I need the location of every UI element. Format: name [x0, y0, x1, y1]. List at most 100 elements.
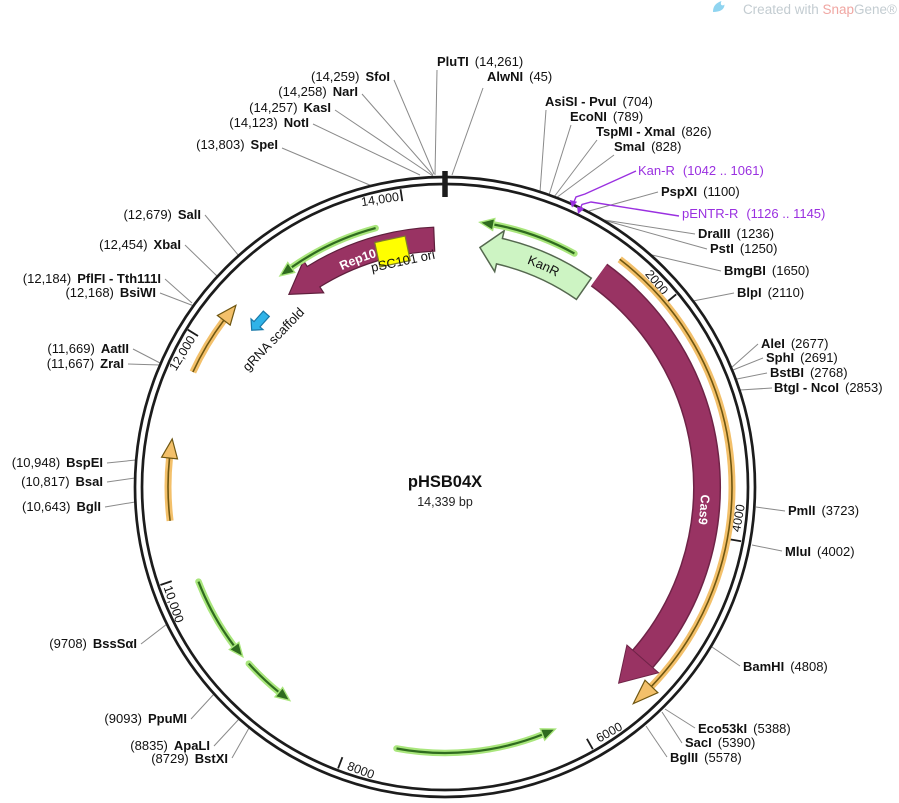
site-label-aatii[interactable]: (11,669) AatII [47, 341, 129, 356]
callout-line [588, 191, 659, 212]
callout-line [606, 220, 708, 250]
callout-line [204, 214, 240, 257]
site-label-draiii[interactable]: DraIII (1236) [698, 226, 774, 241]
plasmid-name: pHSB04X [408, 473, 482, 491]
callout-line [281, 147, 373, 187]
green-arrow-bottom-core [396, 733, 543, 755]
tick-2000 [666, 293, 677, 303]
callout-line [106, 477, 136, 483]
green-orf-arrows [195, 217, 578, 757]
site-label-kasi[interactable]: (14,257) KasI [249, 100, 331, 115]
site-label-asisi-pvui[interactable]: AsiSI - PvuI (704) [545, 94, 653, 109]
tick-10000 [160, 580, 172, 586]
callout-line [393, 79, 435, 175]
tick-8000 [337, 756, 344, 769]
site-label-saci[interactable]: SacI (5390) [685, 735, 755, 750]
site-label-bsiwi[interactable]: (12,168) BsiWI [65, 285, 156, 300]
callout-line [159, 292, 195, 307]
green-arrow-ll1-head [228, 641, 244, 659]
green-arrow-ll1-core [197, 581, 235, 647]
site-label-blpi[interactable]: BlpI (2110) [737, 285, 804, 300]
site-label-ppumi[interactable]: (9093) PpuMI [104, 711, 187, 726]
orf-arc-right-core [619, 258, 733, 687]
green-arrow-top-head [478, 217, 496, 232]
callout-line [361, 93, 434, 176]
callout-line [736, 372, 768, 380]
cas9-label: Cas9 [695, 494, 712, 525]
site-label-bstbi[interactable]: BstBI (2768) [770, 365, 848, 380]
green-arrow-ll2-head [273, 686, 292, 702]
callout-line [127, 363, 161, 366]
callout-line [755, 506, 786, 512]
site-label-bmgbi[interactable]: BmgBI (1650) [724, 263, 809, 278]
site-label-pmli[interactable]: PmlI (3723) [788, 503, 859, 518]
site-label-sali[interactable]: (12,679) SalI [123, 207, 201, 222]
callout-line [661, 711, 683, 744]
callout-line [711, 646, 741, 667]
site-label-psti[interactable]: PstI (1250) [710, 241, 777, 256]
orf-arc-right-arrowhead [632, 679, 659, 705]
site-label-smai[interactable]: SmaI (828) [614, 139, 681, 154]
site-label-pspxi[interactable]: PspXI (1100) [661, 184, 740, 199]
site-label-spei[interactable]: (13,803) SpeI [196, 137, 278, 152]
primer-pentr-r-arrowhead [577, 206, 585, 214]
site-label-noti[interactable]: (14,123) NotI [229, 115, 309, 130]
site-label-econi[interactable]: EcoNI (789) [570, 109, 643, 124]
callout-line [553, 139, 598, 198]
site-label-sfoi[interactable]: (14,259) SfoI [311, 69, 390, 84]
cas9-arrowhead [617, 644, 660, 684]
cas9-arc[interactable] [591, 264, 720, 668]
site-label-bgli[interactable]: (10,643) BglI [22, 499, 101, 514]
green-arrow-ll1 [195, 578, 238, 650]
site-label-sphi[interactable]: SphI (2691) [766, 350, 838, 365]
callout-line [603, 219, 696, 235]
callout-line [739, 387, 773, 391]
site-label-bglii[interactable]: BglII (5578) [670, 750, 742, 765]
tick-14000 [399, 189, 404, 202]
tick-label-14000: 14,000 [360, 190, 400, 210]
green-arrow-rep-head [278, 261, 296, 277]
site-label-zrai[interactable]: (11,667) ZraI [47, 356, 124, 371]
green-arrow-rep-core [290, 227, 376, 269]
site-label-bsai[interactable]: (10,817) BsaI [21, 474, 103, 489]
psc101-ori-box[interactable] [374, 235, 411, 268]
primer-label-pentr-r[interactable]: pENTR-R (1126 .. 1145) [682, 206, 825, 221]
site-label-bamhi[interactable]: BamHI (4808) [743, 659, 828, 674]
callout-line [132, 348, 161, 364]
callout-line [732, 357, 764, 371]
site-label-pluti[interactable]: PluTI (14,261) [437, 54, 523, 69]
callout-line [692, 292, 735, 302]
site-label-alwni[interactable]: AlwNI (45) [487, 69, 552, 84]
site-label-xbai[interactable]: (12,454) XbaI [99, 237, 181, 252]
callout-line [312, 123, 421, 176]
site-label-mlui[interactable]: MluI (4002) [785, 544, 855, 559]
site-label-eco53ki[interactable]: Eco53kI (5388) [698, 721, 791, 736]
primer-kan-r-line [572, 170, 637, 204]
scale-ticks [160, 189, 742, 769]
callout-line [548, 124, 572, 196]
callout-line [451, 87, 484, 176]
callout-line [140, 623, 168, 645]
site-label-tspmi-xmai[interactable]: TspMI - XmaI (826) [596, 124, 712, 139]
plasmid-size: 14,339 bp [417, 495, 473, 509]
orf-arc-left-2[interactable] [189, 318, 227, 374]
callout-line [664, 708, 696, 729]
callout-line [555, 154, 615, 199]
primer-pentr-r-line [579, 201, 680, 217]
grna-scaffold-arrow[interactable] [246, 308, 273, 335]
callout-line [645, 725, 668, 758]
site-label-apali[interactable]: (8835) ApaLI [130, 738, 210, 753]
callout-line [104, 501, 136, 508]
site-label-btgi-ncoi[interactable]: BtgI - NcoI (2853) [774, 380, 883, 395]
site-label-bstxi[interactable]: (8729) BstXI [151, 751, 228, 766]
primer-label-kan-r[interactable]: Kan-R (1042 .. 1061) [638, 163, 764, 178]
kanr-block-arrow[interactable] [478, 228, 593, 301]
site-label-bspei[interactable]: (10,948) BspEI [12, 455, 103, 470]
site-label-pflfi-tth111i[interactable]: (12,184) PflFI - Tth111I [23, 271, 161, 286]
callout-line [730, 343, 759, 369]
site-label-nari[interactable]: (14,258) NarI [278, 84, 358, 99]
green-arrow-ll2-core [247, 662, 280, 694]
site-label-alei[interactable]: AleI (2677) [761, 336, 828, 351]
site-label-bsssai[interactable]: (9708) BssSαI [49, 636, 137, 651]
